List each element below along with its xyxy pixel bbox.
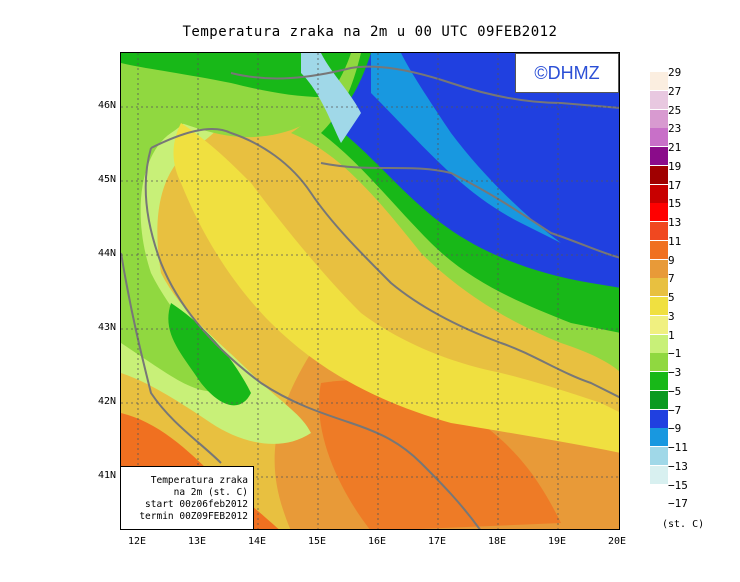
- apennine-cold: [168, 303, 251, 406]
- italy-west-coast: [121, 252, 222, 464]
- adriatic-east-coast: [150, 127, 619, 399]
- info-box: Temperatura zraka na 2m (st. C) start 00…: [120, 466, 254, 530]
- lat-label-44: 44N: [97, 248, 116, 259]
- legend-level-label: 27: [668, 84, 682, 98]
- lon-label-15: 15E: [307, 536, 327, 547]
- legend-level-label: −17: [668, 497, 688, 511]
- legend-level-label: −11: [668, 441, 688, 454]
- legend-level-label: 21: [668, 141, 682, 154]
- italy-green: [121, 53, 231, 392]
- lon-label-20: 20E: [607, 536, 627, 547]
- info-line-1: Temperatura zraka: [150, 475, 248, 486]
- legend-swatch: [650, 409, 668, 428]
- northern-border: [230, 65, 619, 109]
- legend-level-label: 11: [668, 234, 682, 248]
- legend-level-label: 23: [668, 122, 682, 136]
- legend-level-label: 17: [668, 178, 682, 192]
- legend-swatch: [650, 353, 668, 372]
- lon-label-18: 18E: [487, 536, 507, 547]
- legend-swatch: [650, 315, 668, 334]
- legend-level-label: −5: [668, 384, 682, 398]
- legend-swatch: [650, 465, 668, 484]
- lon-label-14: 14E: [247, 536, 267, 547]
- legend-level-label: −13: [668, 459, 688, 473]
- inland-border: [320, 162, 619, 259]
- lon-label-17: 17E: [427, 536, 447, 547]
- legend-swatch: [650, 278, 668, 297]
- legend-swatch: [650, 184, 668, 203]
- adriatic-mild: [173, 123, 619, 453]
- legend-swatch: [650, 203, 668, 222]
- lat-label-43: 43N: [97, 322, 116, 333]
- temperature-map: [120, 52, 620, 530]
- legend-swatch: [650, 109, 668, 128]
- legend-level-label: 3: [668, 309, 675, 323]
- legend-level-label: 29: [668, 66, 682, 79]
- legend-swatch: [650, 128, 668, 147]
- lon-label-19: 19E: [547, 536, 567, 547]
- lon-label-16: 16E: [367, 536, 387, 547]
- legend-level-label: 25: [668, 103, 682, 117]
- legend-swatch: [650, 240, 668, 259]
- lat-label-46: 46N: [97, 100, 116, 111]
- legend-swatch: [650, 90, 668, 109]
- italy-east-coast: [144, 147, 481, 529]
- lon-label-12: 12E: [127, 536, 147, 547]
- legend-level-label: 1: [668, 328, 675, 342]
- legend-swatch: [650, 259, 668, 278]
- legend-level-label: −3: [668, 366, 682, 379]
- legend-level-label: 9: [668, 253, 675, 267]
- legend-level-label: 19: [668, 159, 682, 173]
- legend-level-label: 15: [668, 197, 682, 211]
- map-title: Temperatura zraka na 2m u 00 UTC 09FEB20…: [182, 24, 558, 40]
- legend-swatch: [650, 72, 668, 90]
- graticule: [121, 53, 619, 529]
- legend-unit: (st. C): [662, 519, 705, 530]
- legend-swatch: [650, 222, 668, 240]
- info-line-3: start 00z06feb2012: [145, 499, 248, 510]
- lon-label-13: 13E: [187, 536, 207, 547]
- legend-swatch: [650, 297, 668, 315]
- legend-swatch: [650, 147, 668, 165]
- legend-level-label: −1: [668, 347, 682, 361]
- legend-level-label: −15: [668, 478, 688, 492]
- info-line-4: termin 00Z09FEB2012: [139, 511, 248, 522]
- legend-level-label: −9: [668, 422, 682, 436]
- legend-swatch: [650, 484, 668, 503]
- legend-level-label: 5: [668, 291, 675, 304]
- legend-swatch: [650, 165, 668, 184]
- warm-orange-zone: [319, 380, 561, 529]
- copyright-badge: ©DHMZ: [515, 53, 619, 93]
- legend-swatch: [650, 372, 668, 390]
- legend-level-label: −7: [668, 403, 682, 417]
- legend-swatch: [650, 390, 668, 409]
- legend-level-label: 7: [668, 272, 675, 286]
- lat-label-42: 42N: [97, 396, 116, 407]
- lat-label-41: 41N: [97, 470, 116, 481]
- map-canvas: [121, 53, 619, 529]
- legend-level-label: 13: [668, 216, 682, 229]
- legend-swatch: [650, 447, 668, 465]
- frost-band: [371, 53, 561, 243]
- legend-swatch: [650, 334, 668, 353]
- legend-swatch: [650, 428, 668, 447]
- lat-label-45: 45N: [97, 174, 116, 185]
- info-line-2: na 2m (st. C): [173, 487, 248, 498]
